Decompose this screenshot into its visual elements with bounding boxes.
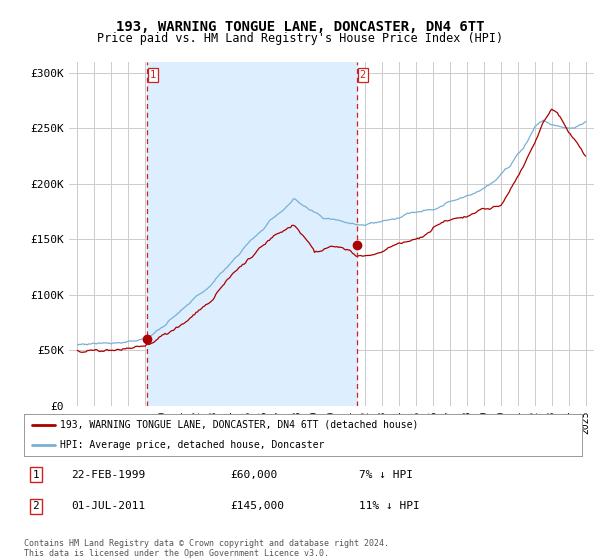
Text: Contains HM Land Registry data © Crown copyright and database right 2024.
This d: Contains HM Land Registry data © Crown c… bbox=[24, 539, 389, 558]
Text: HPI: Average price, detached house, Doncaster: HPI: Average price, detached house, Donc… bbox=[60, 440, 325, 450]
Text: 193, WARNING TONGUE LANE, DONCASTER, DN4 6TT: 193, WARNING TONGUE LANE, DONCASTER, DN4… bbox=[116, 20, 484, 34]
Text: 22-FEB-1999: 22-FEB-1999 bbox=[71, 470, 146, 479]
Text: 2: 2 bbox=[359, 70, 365, 80]
Text: 11% ↓ HPI: 11% ↓ HPI bbox=[359, 501, 419, 511]
Text: £145,000: £145,000 bbox=[230, 501, 284, 511]
Text: 01-JUL-2011: 01-JUL-2011 bbox=[71, 501, 146, 511]
Text: 2: 2 bbox=[32, 501, 39, 511]
Text: 1: 1 bbox=[32, 470, 39, 479]
Bar bbox=[148, 62, 357, 406]
Text: £60,000: £60,000 bbox=[230, 470, 278, 479]
Text: 1: 1 bbox=[150, 70, 156, 80]
Text: 193, WARNING TONGUE LANE, DONCASTER, DN4 6TT (detached house): 193, WARNING TONGUE LANE, DONCASTER, DN4… bbox=[60, 420, 419, 430]
Text: 7% ↓ HPI: 7% ↓ HPI bbox=[359, 470, 413, 479]
Text: Price paid vs. HM Land Registry's House Price Index (HPI): Price paid vs. HM Land Registry's House … bbox=[97, 32, 503, 45]
